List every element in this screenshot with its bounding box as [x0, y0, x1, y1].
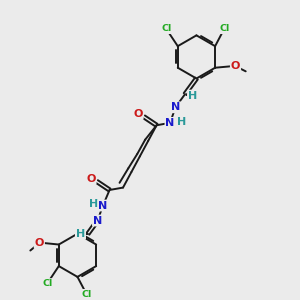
Text: H: H — [76, 229, 85, 239]
Text: Cl: Cl — [42, 279, 52, 288]
Text: O: O — [86, 174, 96, 184]
Text: N: N — [93, 215, 102, 226]
Text: O: O — [133, 109, 143, 119]
Text: N: N — [171, 102, 180, 112]
Text: N: N — [98, 201, 108, 211]
Text: Cl: Cl — [161, 24, 172, 33]
Text: H: H — [177, 117, 186, 127]
Text: N: N — [166, 118, 175, 128]
Text: Cl: Cl — [220, 24, 230, 33]
Text: O: O — [34, 238, 44, 248]
Text: H: H — [89, 199, 99, 209]
Text: O: O — [231, 61, 240, 71]
Text: Cl: Cl — [82, 290, 92, 299]
Text: H: H — [188, 91, 197, 100]
